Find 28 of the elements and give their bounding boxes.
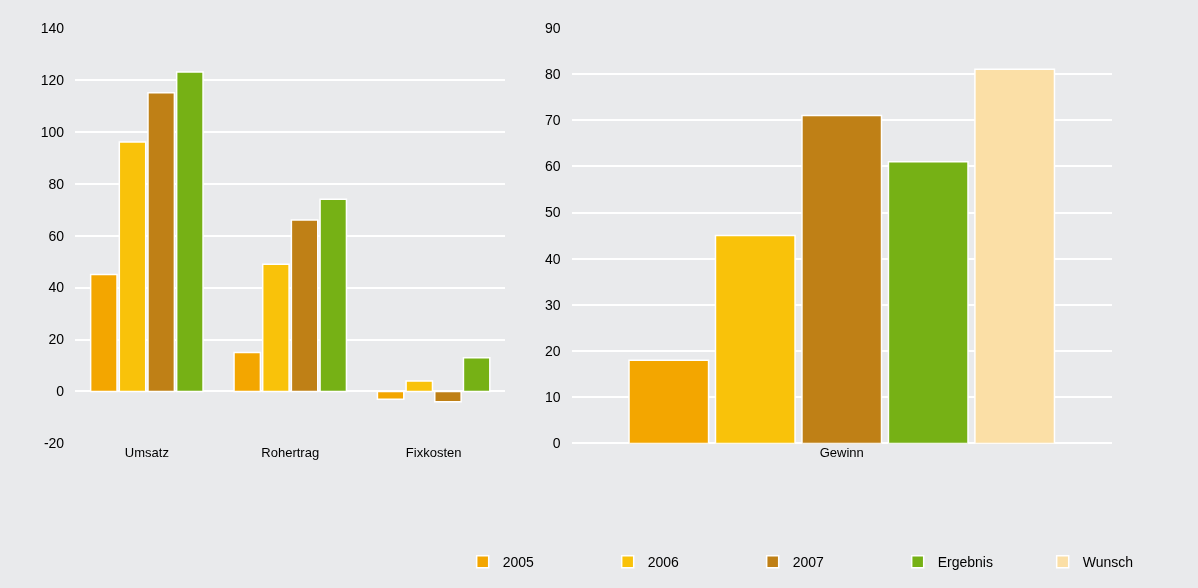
legend-label: Wunsch (1082, 554, 1134, 571)
y-tick-label: 40 (48, 279, 65, 296)
y-tick-label: 60 (544, 158, 561, 175)
y-tick-label: 100 (40, 123, 65, 140)
y-tick-label: 120 (40, 71, 65, 88)
y-tick-label: 20 (544, 342, 561, 359)
x-tick-label: Umsatz (124, 445, 169, 461)
y-tick-label: 40 (544, 250, 561, 267)
x-tick-label: Gewinn (819, 445, 864, 461)
y-tick-label: 20 (48, 331, 65, 348)
y-tick-label: 70 (544, 112, 561, 129)
y-tick-label: 30 (544, 296, 561, 313)
y-tick-label: 0 (552, 435, 561, 452)
legend-label: 2007 (792, 554, 825, 571)
y-tick-label: 50 (544, 204, 561, 221)
legend-label: 2005 (502, 554, 535, 571)
legend-label: 2006 (647, 554, 680, 571)
y-tick-label: 10 (544, 389, 561, 406)
legend-label: Ergebnis (937, 554, 993, 571)
y-tick-label: 60 (48, 227, 65, 244)
y-tick-label: 0 (56, 383, 65, 400)
x-tick-label: Fixkosten (405, 445, 462, 461)
y-tick-label: -20 (43, 435, 65, 452)
y-tick-label: 80 (544, 65, 561, 82)
x-tick-label: Rohertrag (261, 445, 320, 461)
y-tick-label: 140 (40, 19, 65, 36)
y-tick-label: 80 (48, 175, 65, 192)
y-tick-label: 90 (544, 19, 561, 36)
